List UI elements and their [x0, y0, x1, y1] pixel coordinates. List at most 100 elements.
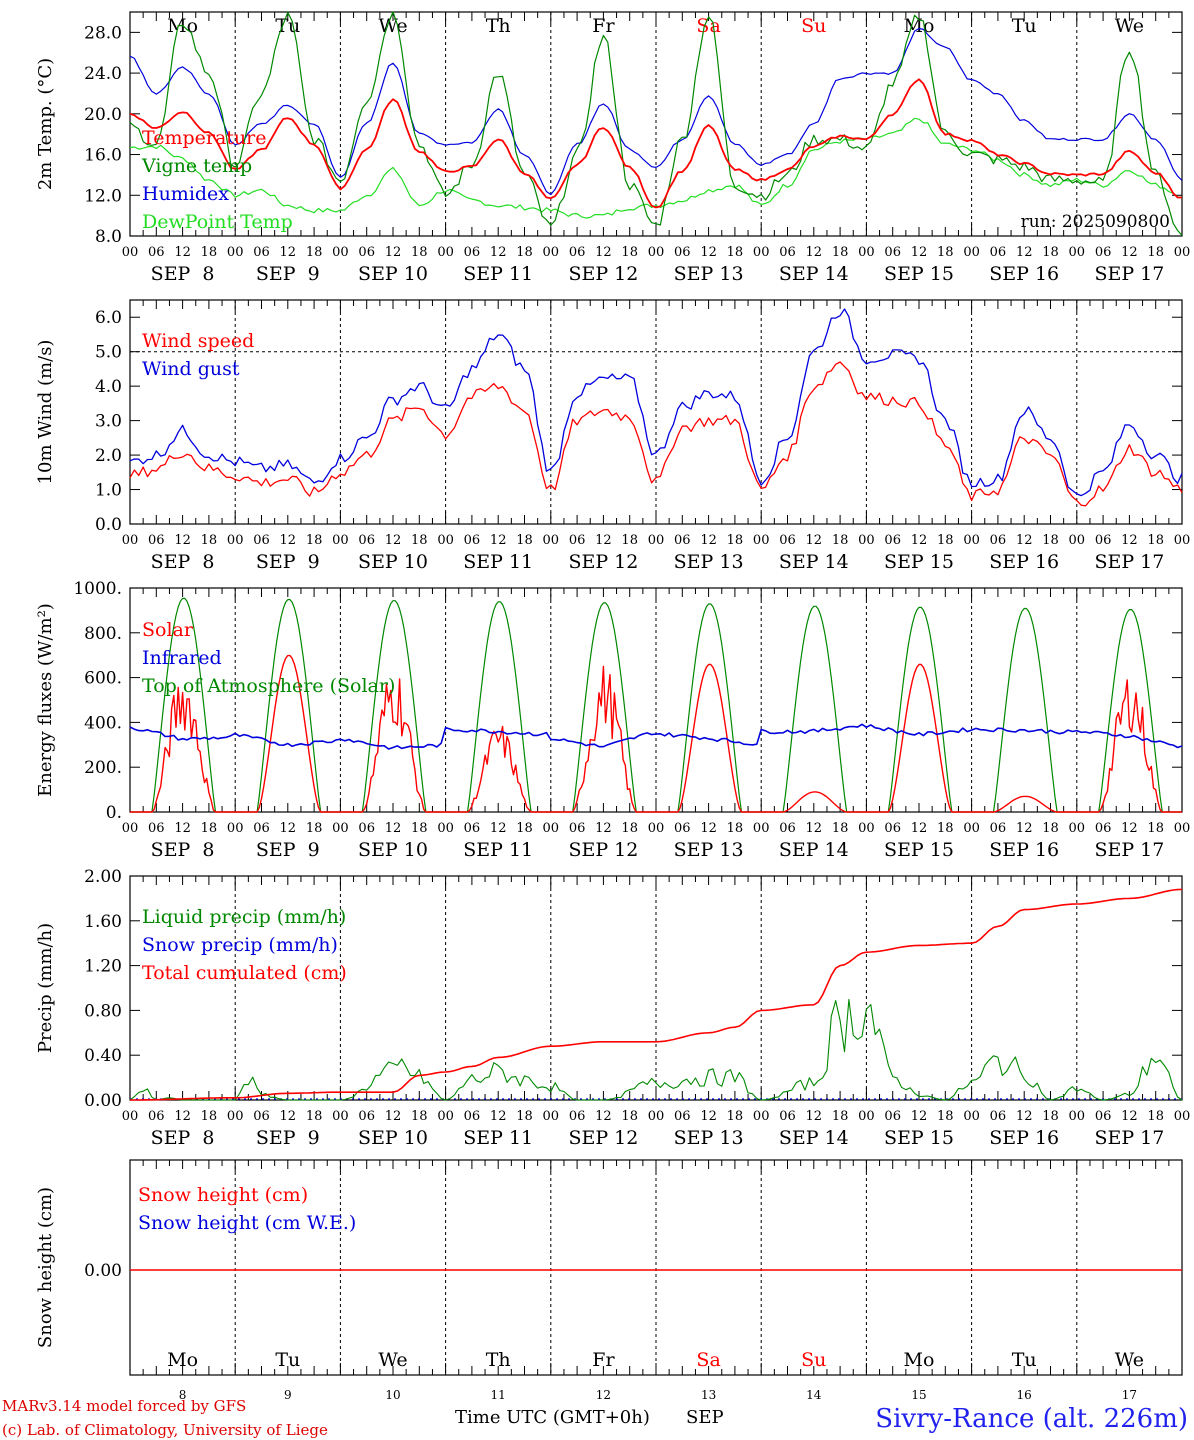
hour-tick-label: 12: [911, 1109, 928, 1124]
date-label: SEP 17: [1094, 551, 1164, 573]
hour-tick-label: 06: [674, 821, 691, 836]
day-number-label: 15: [911, 1388, 926, 1402]
hour-tick-label: 06: [358, 245, 375, 260]
hour-tick-label: 06: [884, 533, 901, 548]
legend-entry: Wind speed: [142, 330, 254, 352]
hour-tick-label: 00: [753, 1109, 770, 1124]
series-total-cumulated: [130, 888, 1183, 1101]
hour-tick-label: 18: [306, 821, 323, 836]
hour-tick-label: 18: [1042, 245, 1059, 260]
legend-entry: Solar: [142, 619, 194, 641]
legend-entry: Infrared: [142, 647, 222, 669]
hour-tick-label: 00: [1174, 821, 1191, 836]
date-label: SEP 10: [358, 551, 428, 573]
hour-tick-label: 18: [1147, 1109, 1164, 1124]
hour-tick-label: 06: [148, 533, 165, 548]
hour-tick-label: 06: [674, 1109, 691, 1124]
date-label: SEP 15: [884, 263, 954, 285]
series-liquid-precip: [129, 998, 1183, 1101]
hour-tick-label: 12: [700, 1109, 717, 1124]
hour-tick-label: 00: [648, 245, 665, 260]
hour-tick-label: 12: [700, 245, 717, 260]
date-label: SEP 13: [674, 839, 744, 861]
hour-tick-label: 12: [280, 533, 297, 548]
hour-tick-label: 06: [464, 821, 481, 836]
hour-tick-label: 12: [385, 821, 402, 836]
hour-tick-label: 18: [411, 533, 428, 548]
hour-tick-label: 12: [490, 533, 507, 548]
hour-tick-label: 12: [174, 533, 191, 548]
hour-tick-label: 00: [1174, 1109, 1191, 1124]
hour-tick-label: 00: [437, 821, 454, 836]
hour-tick-label: 06: [253, 1109, 270, 1124]
hour-tick-label: 06: [569, 1109, 586, 1124]
hour-tick-label: 06: [1095, 533, 1112, 548]
date-label: SEP 12: [568, 551, 638, 573]
hour-tick-label: 06: [1095, 1109, 1112, 1124]
date-label: SEP 8: [151, 839, 215, 861]
y-tick-label: 5.0: [95, 343, 122, 363]
footer-month: SEP: [686, 1407, 724, 1428]
hour-tick-label: 00: [1069, 1109, 1086, 1124]
date-label: SEP 8: [151, 551, 215, 573]
hour-tick-label: 18: [411, 821, 428, 836]
hour-tick-label: 18: [832, 533, 849, 548]
hour-tick-label: 06: [990, 1109, 1007, 1124]
hour-tick-label: 00: [1069, 245, 1086, 260]
hour-tick-label: 18: [937, 1109, 954, 1124]
hour-tick-label: 06: [990, 821, 1007, 836]
hour-tick-label: 12: [280, 821, 297, 836]
hour-tick-label: 12: [174, 821, 191, 836]
footer-station: Sivry-Rance (alt. 226m): [875, 1404, 1188, 1434]
weekday-label: Th: [486, 15, 511, 37]
hour-tick-label: 12: [385, 533, 402, 548]
hour-tick-label: 12: [911, 245, 928, 260]
hour-tick-label: 00: [963, 533, 980, 548]
plot-frame: [129, 11, 1183, 237]
series-solar: [130, 654, 1182, 813]
hour-tick-label: 18: [937, 245, 954, 260]
hour-tick-label: 00: [648, 821, 665, 836]
hour-tick-label: 06: [779, 245, 796, 260]
hour-tick-label: 00: [332, 1109, 349, 1124]
day-number-label: 10: [385, 1388, 400, 1402]
hour-tick-label: 18: [621, 1109, 638, 1124]
y-axis-label: 2m Temp. (°C): [35, 58, 56, 190]
y-tick-label: 20.0: [84, 105, 122, 125]
date-label: SEP 9: [256, 1127, 320, 1149]
hour-tick-label: 06: [884, 821, 901, 836]
y-axis-label: Energy fluxes (W/m²): [35, 603, 56, 797]
footer-model-credit: MARv3.14 model forced by GFS: [2, 1397, 246, 1415]
hour-tick-label: 12: [1016, 1109, 1033, 1124]
weekday-label: Th: [486, 1349, 511, 1371]
hour-tick-label: 12: [1016, 533, 1033, 548]
day-number-label: 16: [1017, 1388, 1032, 1402]
series-dewpoint-temp: [129, 117, 1183, 219]
hour-tick-label: 12: [490, 1109, 507, 1124]
hour-tick-label: 18: [832, 1109, 849, 1124]
y-tick-label: 12.0: [84, 186, 122, 206]
date-label: SEP 12: [568, 839, 638, 861]
hour-tick-label: 12: [1121, 821, 1138, 836]
date-label: SEP 14: [779, 551, 849, 573]
hour-tick-label: 06: [569, 821, 586, 836]
date-label: SEP 11: [463, 839, 533, 861]
hour-tick-label: 00: [648, 1109, 665, 1124]
hour-tick-label: 12: [385, 1109, 402, 1124]
y-tick-label: 24.0: [84, 64, 122, 84]
panel-wind: 00 06 12 18 00 06 12 18 00 06 12 18 00 06 12 18 00 06 12 18…: [35, 299, 1190, 573]
hour-tick-label: 12: [1121, 533, 1138, 548]
hour-tick-label: 00: [858, 821, 875, 836]
hour-tick-label: 06: [148, 245, 165, 260]
hour-tick-label: 12: [700, 821, 717, 836]
y-tick-label: 1.20: [84, 957, 122, 977]
date-label: SEP 15: [884, 1127, 954, 1149]
legend-entry: Snow height (cm): [138, 1184, 308, 1206]
weekday-label: We: [378, 15, 407, 37]
hour-tick-label: 06: [674, 245, 691, 260]
hour-tick-label: 06: [569, 533, 586, 548]
y-tick-label: 1.60: [84, 912, 122, 932]
hour-tick-label: 00: [753, 533, 770, 548]
hour-tick-label: 00: [1069, 533, 1086, 548]
